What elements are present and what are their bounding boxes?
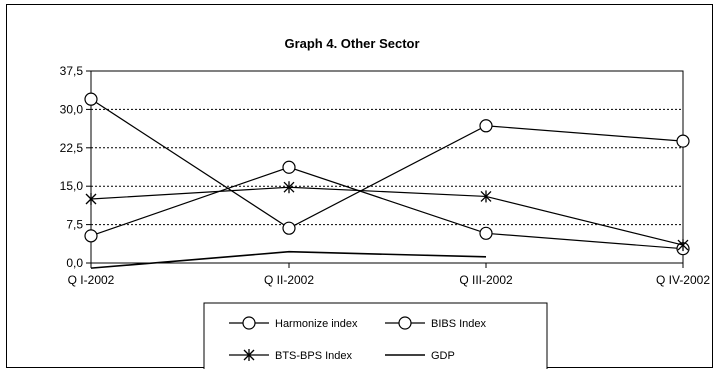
data-point bbox=[479, 226, 493, 240]
grid-layer bbox=[91, 108, 683, 226]
legend-label: GDP bbox=[431, 350, 455, 362]
y-tick-label: 15,0 bbox=[60, 179, 84, 193]
legend-label: Harmonize index bbox=[275, 318, 358, 330]
data-point bbox=[243, 349, 255, 361]
series-bts-bps-index bbox=[85, 181, 689, 252]
x-tick-label: Q IV-2002 bbox=[656, 273, 710, 287]
data-point bbox=[676, 134, 690, 148]
series-line bbox=[90, 166, 684, 250]
data-point bbox=[242, 316, 256, 330]
y-tick-label: 22,5 bbox=[60, 141, 84, 155]
legend-label: BTS-BPS Index bbox=[275, 350, 353, 362]
series-harmonize-index bbox=[84, 160, 690, 256]
data-point bbox=[398, 316, 412, 330]
data-point bbox=[480, 190, 492, 203]
series-gdp bbox=[90, 250, 487, 269]
data-point bbox=[283, 181, 295, 194]
data-point bbox=[85, 193, 97, 205]
x-tick-label: Q III-2002 bbox=[459, 273, 513, 287]
y-tick-label: 0,0 bbox=[66, 256, 83, 270]
data-point bbox=[84, 229, 98, 243]
chart-title: Graph 4. Other Sector bbox=[284, 36, 419, 51]
legend-item: GDP bbox=[385, 350, 455, 362]
y-tick-label: 7,5 bbox=[66, 218, 83, 232]
data-point bbox=[282, 221, 296, 235]
legend: Harmonize index BIBS Index BTS-BPS Index GD… bbox=[203, 302, 548, 369]
x-axis-ticks: Q I-2002 Q II-2002 Q III-2002 Q IV-2002 bbox=[68, 263, 710, 287]
legend-item: Harmonize index bbox=[229, 316, 358, 330]
data-point bbox=[84, 92, 98, 106]
legend-item: BTS-BPS Index bbox=[229, 349, 353, 362]
x-tick-label: Q II-2002 bbox=[264, 273, 314, 287]
plot-area bbox=[90, 70, 684, 264]
y-axis-ticks: 0,0 7,5 15,0 22,5 30,0 37,5 bbox=[60, 64, 91, 270]
series-bibs-index bbox=[84, 92, 690, 235]
y-tick-label: 37,5 bbox=[60, 64, 84, 78]
data-point bbox=[479, 119, 493, 133]
legend-item: BIBS Index bbox=[385, 316, 487, 330]
series-line bbox=[90, 186, 684, 246]
legend-box bbox=[203, 302, 548, 369]
series-line bbox=[90, 250, 487, 269]
data-point bbox=[282, 160, 296, 174]
series-layer bbox=[84, 92, 690, 269]
y-tick-label: 30,0 bbox=[60, 102, 84, 116]
chart-frame: Graph 4. Other Sector 0,0 7,5 15,0 22,5 30,0… bbox=[6, 4, 713, 369]
data-point bbox=[677, 239, 689, 252]
x-tick-label: Q I-2002 bbox=[68, 273, 115, 287]
chart-svg: Graph 4. Other Sector 0,0 7,5 15,0 22,5 30,0… bbox=[60, 36, 710, 369]
legend-label: BIBS Index bbox=[431, 318, 487, 330]
series-line bbox=[90, 98, 684, 229]
